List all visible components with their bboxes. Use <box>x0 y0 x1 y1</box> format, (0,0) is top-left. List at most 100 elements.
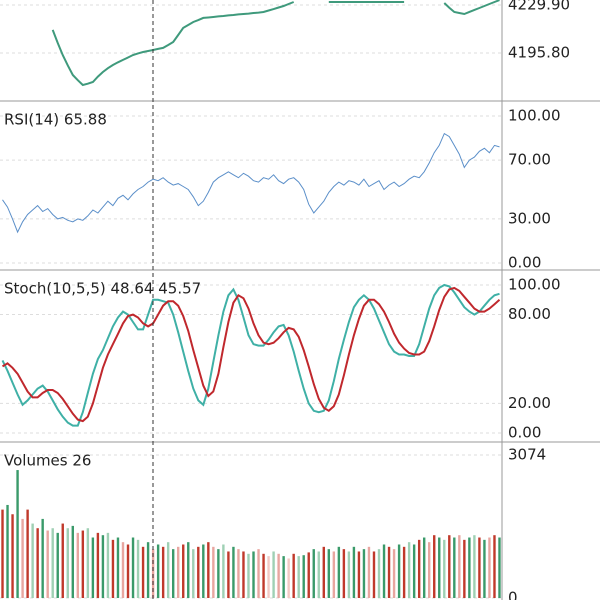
volume-bar <box>357 551 361 598</box>
y-tick-label: 4229.90 <box>508 0 570 13</box>
volume-bar <box>422 537 426 598</box>
volume-bar <box>463 539 466 598</box>
volume-bar <box>197 546 200 598</box>
volume-bar <box>402 546 406 598</box>
volume-bar <box>151 549 155 598</box>
volume-bar <box>362 549 366 598</box>
volume-bar <box>171 549 175 598</box>
volume-bar <box>76 532 80 598</box>
panel-title: RSI(14) 65.88 <box>4 111 107 129</box>
volume-bar <box>71 525 74 598</box>
volume-bar <box>81 530 85 598</box>
volume-bar <box>498 537 501 598</box>
volume-bar <box>448 535 451 598</box>
volume-bar <box>433 535 436 598</box>
volume-bar <box>166 542 170 598</box>
volume-bar <box>287 558 290 598</box>
volume-bar <box>247 553 250 598</box>
volume-bar <box>56 532 59 598</box>
volume-bar <box>11 514 14 598</box>
volume-bar <box>96 532 100 598</box>
volume-bar <box>473 535 476 598</box>
panel-title: Stoch(10,5,5) 48.64 45.57 <box>4 280 201 298</box>
volume-bar <box>51 528 54 598</box>
indicator-line <box>1 286 501 423</box>
volume-bar <box>407 542 411 598</box>
volume-bar <box>443 539 446 598</box>
y-tick-label: 70.00 <box>508 151 551 169</box>
volume-bar <box>412 544 416 598</box>
volume-bar <box>483 539 486 598</box>
volume-bar <box>1 509 4 598</box>
volume-bar <box>272 551 275 598</box>
volume-bar <box>262 553 265 598</box>
volume-bar <box>232 546 235 598</box>
y-tick-label: 3074 <box>508 445 546 463</box>
volume-bar <box>392 549 396 598</box>
volume-bar <box>322 546 325 598</box>
volume-bar <box>468 537 471 598</box>
volume-bar <box>182 544 185 598</box>
volume-bar <box>187 542 190 598</box>
volume-bar <box>207 542 210 598</box>
volume-bar <box>382 544 386 598</box>
volume-bar <box>332 551 336 598</box>
volume-bar <box>46 530 49 598</box>
volume-bar <box>347 551 351 598</box>
volume-bar <box>202 544 205 598</box>
y-tick-label: 100.00 <box>508 275 561 293</box>
volume-bar <box>192 549 195 598</box>
volume-bar <box>488 537 491 598</box>
y-tick-label: 100.00 <box>508 106 561 124</box>
volume-bar <box>61 523 64 598</box>
volume-bar <box>41 518 44 598</box>
volume-bar <box>367 546 371 598</box>
volume-bar <box>302 555 305 598</box>
volume-bar <box>387 546 391 598</box>
y-tick-label: 0 <box>508 588 518 600</box>
y-tick-label: 20.00 <box>508 394 551 412</box>
volume-bar <box>161 546 165 598</box>
indicator-line <box>51 0 500 87</box>
volume-bar <box>297 556 300 598</box>
volume-bar <box>237 549 240 598</box>
volume-bar <box>177 546 180 598</box>
volume-bar <box>428 542 431 598</box>
indicator-line <box>1 283 500 427</box>
volume-bar <box>342 549 346 598</box>
volume-bar <box>397 544 401 598</box>
volume-bar <box>91 537 95 598</box>
volume-bar <box>146 542 150 598</box>
volume-bar <box>282 556 285 598</box>
volume-bar <box>458 535 461 598</box>
volume-bar <box>252 551 255 598</box>
volume-bar <box>372 551 376 598</box>
volume-bar <box>116 537 120 598</box>
volume-bar <box>257 549 260 598</box>
volume-bar <box>106 532 110 598</box>
volume-bar <box>111 539 115 598</box>
volume-bar <box>31 523 34 598</box>
volume-bar <box>86 528 90 598</box>
volume-bar <box>36 528 39 598</box>
volume-bar <box>21 518 24 598</box>
volume-bar <box>26 509 29 598</box>
y-tick-label: 80.00 <box>508 305 551 323</box>
volume-bar <box>141 546 145 598</box>
volume-bar <box>438 537 441 598</box>
indicator-line <box>2 132 500 234</box>
y-tick-label: 30.00 <box>508 209 551 227</box>
volume-bar <box>212 546 215 598</box>
panel-title: Volumes 26 <box>4 452 91 470</box>
volume-bar <box>126 544 130 598</box>
volume-bar <box>327 549 331 598</box>
volume-bar <box>227 551 230 598</box>
volume-bar <box>352 546 356 598</box>
volume-bar <box>101 535 105 598</box>
volume-bar <box>131 537 135 598</box>
volume-bar <box>478 537 481 598</box>
y-tick-label: 0.00 <box>508 423 541 441</box>
volume-bar <box>493 535 496 598</box>
